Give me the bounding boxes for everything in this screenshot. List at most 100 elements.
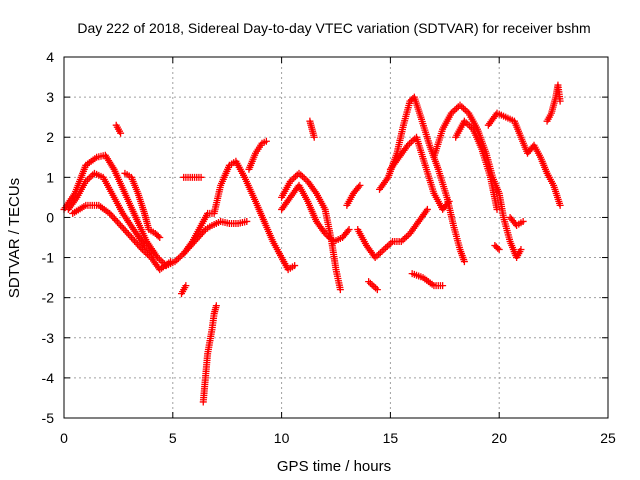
data-point-marker — [291, 262, 299, 270]
data-point-marker — [85, 174, 93, 182]
data-point-marker — [376, 249, 384, 257]
x-tick-label: 25 — [600, 430, 616, 446]
series-track-v — [484, 109, 564, 209]
data-point-marker — [456, 101, 464, 109]
series-track-q — [376, 93, 468, 266]
data-point-marker — [444, 199, 452, 207]
data-point-marker — [290, 174, 298, 182]
data-point-marker — [375, 250, 383, 258]
data-point-marker — [458, 103, 466, 111]
chart-title: Day 222 of 2018, Sidereal Day-to-day VTE… — [77, 20, 590, 36]
data-point-marker — [295, 169, 303, 177]
data-point-marker — [120, 225, 128, 233]
series-track-c — [69, 201, 175, 274]
data-point-marker — [156, 234, 164, 241]
data-point-marker — [197, 173, 205, 181]
y-axis-label: SDTVAR / TECUs — [6, 178, 23, 298]
data-point-marker — [403, 233, 411, 241]
y-tick-label: -5 — [42, 410, 55, 426]
series-track-o — [354, 205, 431, 262]
series-track-n — [343, 181, 364, 209]
data-point-marker — [382, 244, 390, 252]
series-track-r — [386, 133, 453, 213]
data-point-marker — [149, 250, 157, 258]
data-point-marker — [493, 205, 501, 213]
data-point-marker — [117, 221, 125, 229]
data-point-marker — [401, 234, 409, 242]
data-point-marker — [460, 104, 468, 112]
series-track-s — [408, 270, 447, 290]
series-track-l — [278, 169, 344, 294]
y-tick-label: 1 — [46, 169, 54, 185]
data-point-marker — [126, 232, 134, 240]
data-point-marker — [115, 220, 123, 228]
plot-frame — [63, 56, 609, 419]
data-point-marker — [298, 173, 306, 181]
data-point-marker — [118, 223, 126, 231]
series-track-w — [506, 213, 527, 229]
data-point-marker — [262, 137, 270, 145]
data-point-marker — [409, 136, 417, 144]
data-point-marker — [117, 129, 125, 137]
data-point-marker — [373, 286, 381, 294]
x-tick-label: 0 — [60, 430, 68, 446]
data-point-marker — [243, 217, 251, 225]
data-point-marker — [154, 232, 162, 240]
data-point-marker — [174, 254, 182, 262]
series-track-h — [178, 282, 190, 298]
series-track-a — [60, 151, 299, 274]
data-point-marker — [121, 227, 129, 235]
y-tick-label: 0 — [46, 209, 54, 225]
data-point-marker — [423, 205, 431, 213]
y-tick-label: -4 — [42, 370, 55, 386]
data-point-marker — [212, 302, 220, 310]
data-point-marker — [355, 183, 363, 191]
y-tick-label: 4 — [46, 49, 54, 65]
series-track-j — [245, 137, 270, 173]
data-point-marker — [345, 225, 353, 233]
data-point-marker — [495, 246, 503, 254]
data-point-marker — [460, 258, 468, 266]
y-tick-label: -1 — [42, 250, 55, 266]
data-point-marker — [494, 244, 502, 252]
data-point-marker — [300, 174, 308, 182]
data-point-marker — [556, 201, 564, 209]
series-track-e — [112, 121, 125, 137]
data-point-marker — [383, 242, 391, 250]
series-track-t — [430, 101, 525, 262]
y-tick-label: 2 — [46, 129, 54, 145]
data-point-marker — [519, 217, 527, 225]
data-point-marker — [439, 282, 447, 290]
data-point-marker — [336, 286, 344, 294]
series-track-y — [491, 242, 503, 254]
data-point-marker — [461, 106, 469, 114]
data-point-marker — [556, 97, 564, 105]
y-tick-label: -2 — [42, 290, 55, 306]
series-track-i — [199, 302, 220, 406]
x-tick-label: 10 — [274, 430, 290, 446]
data-point-marker — [344, 227, 352, 235]
series-track-d — [180, 217, 251, 258]
data-point-marker — [380, 246, 388, 254]
series-track-b — [64, 169, 157, 258]
x-axis-label: GPS time / hours — [277, 458, 391, 475]
data-point-marker — [372, 284, 380, 292]
data-point-marker — [182, 282, 190, 290]
series-track-p — [365, 278, 381, 294]
data-point-marker — [113, 218, 121, 226]
data-points — [60, 81, 564, 406]
series-track-m — [306, 117, 318, 141]
data-point-marker — [365, 278, 373, 286]
data-point-marker — [387, 239, 395, 247]
series-track-f — [121, 169, 164, 241]
data-point-marker — [297, 171, 305, 179]
series-track-u — [452, 117, 501, 213]
data-point-marker — [517, 246, 525, 254]
x-tick-label: 20 — [491, 430, 507, 446]
data-point-marker — [366, 279, 374, 287]
data-point-marker — [445, 197, 453, 205]
data-point-marker — [109, 213, 117, 221]
data-point-marker — [356, 181, 364, 189]
data-point-marker — [464, 120, 472, 128]
